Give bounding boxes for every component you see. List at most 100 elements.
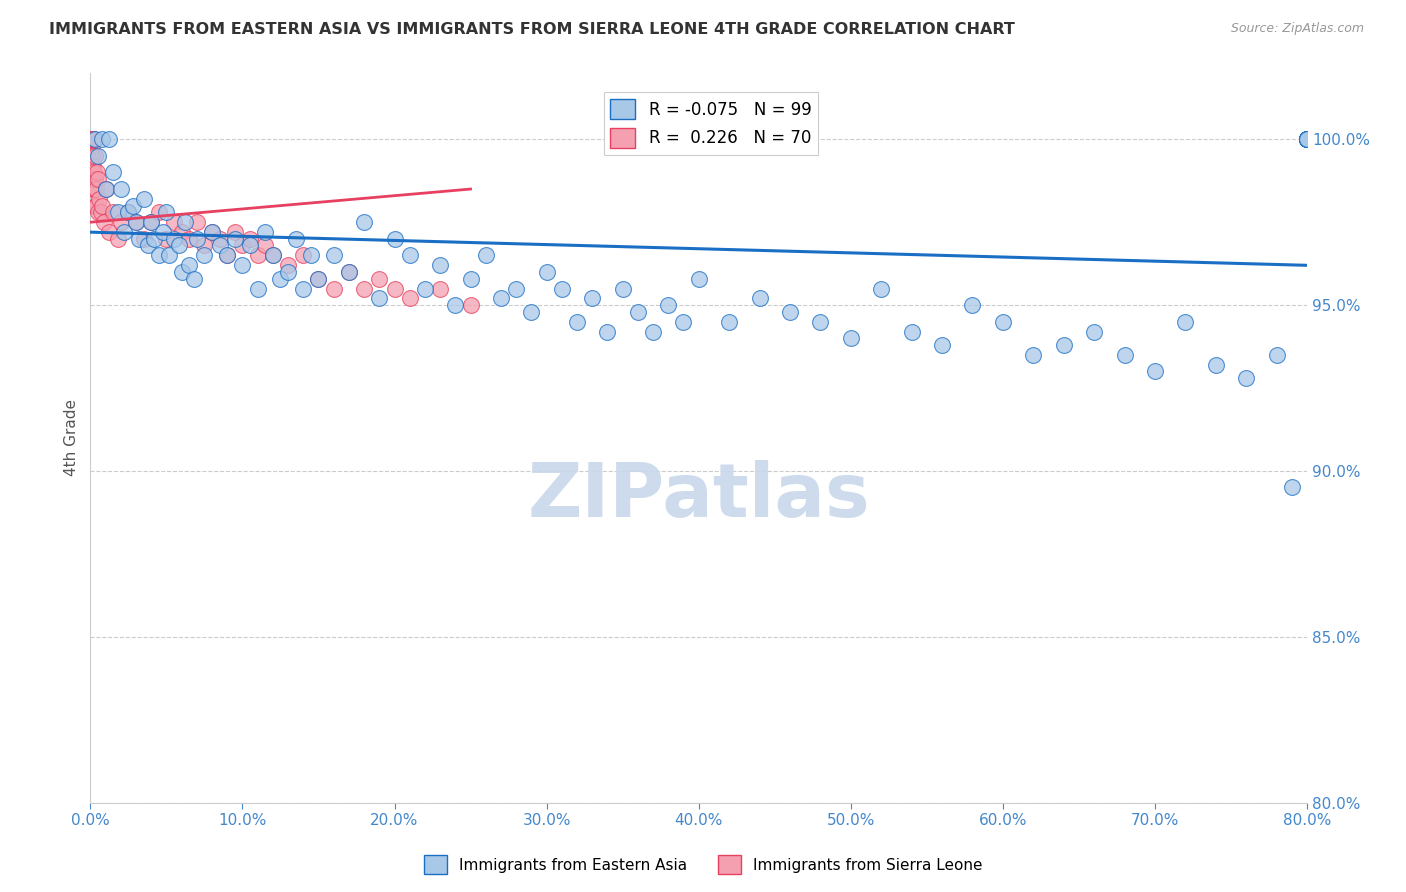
Point xyxy=(779,304,801,318)
Point xyxy=(170,265,193,279)
Point xyxy=(246,248,269,262)
Point xyxy=(962,298,984,312)
Point xyxy=(353,281,375,295)
Text: ZIPatlas: ZIPatlas xyxy=(527,459,870,533)
Point xyxy=(1053,338,1076,352)
Point xyxy=(112,225,135,239)
Point xyxy=(143,232,166,246)
Point xyxy=(224,225,246,239)
Point xyxy=(80,132,103,146)
Point xyxy=(110,215,132,229)
Point xyxy=(262,248,284,262)
Point xyxy=(167,238,190,252)
Point xyxy=(80,139,103,153)
Point xyxy=(163,215,186,229)
Point xyxy=(748,292,770,306)
Point xyxy=(83,132,105,146)
Point xyxy=(581,292,603,306)
Point xyxy=(292,248,315,262)
Point xyxy=(80,132,103,146)
Point xyxy=(900,325,922,339)
Point xyxy=(284,232,307,246)
Point xyxy=(460,271,482,285)
Point xyxy=(1296,132,1319,146)
Point xyxy=(91,199,114,213)
Point xyxy=(80,149,103,163)
Point xyxy=(80,132,103,146)
Point xyxy=(1205,358,1227,372)
Point xyxy=(82,132,104,146)
Point xyxy=(179,258,201,272)
Point xyxy=(384,281,406,295)
Point xyxy=(269,271,291,285)
Point xyxy=(460,298,482,312)
Point xyxy=(505,281,527,295)
Point xyxy=(627,304,650,318)
Point xyxy=(307,271,329,285)
Point xyxy=(84,182,107,196)
Legend: R = -0.075   N = 99, R =  0.226   N = 70: R = -0.075 N = 99, R = 0.226 N = 70 xyxy=(603,92,818,154)
Point xyxy=(107,205,129,219)
Point xyxy=(565,315,588,329)
Point xyxy=(1296,132,1319,146)
Point xyxy=(1114,348,1136,362)
Point xyxy=(1022,348,1045,362)
Text: IMMIGRANTS FROM EASTERN ASIA VS IMMIGRANTS FROM SIERRA LEONE 4TH GRADE CORRELATI: IMMIGRANTS FROM EASTERN ASIA VS IMMIGRAN… xyxy=(49,22,1015,37)
Point xyxy=(536,265,558,279)
Point xyxy=(83,172,105,186)
Y-axis label: 4th Grade: 4th Grade xyxy=(65,400,79,476)
Point xyxy=(94,182,117,196)
Point xyxy=(299,248,322,262)
Point xyxy=(80,139,103,153)
Point xyxy=(193,248,215,262)
Point xyxy=(262,248,284,262)
Point xyxy=(83,182,105,196)
Point xyxy=(79,132,101,146)
Point xyxy=(86,199,108,213)
Point xyxy=(82,172,104,186)
Point xyxy=(1296,132,1319,146)
Point xyxy=(125,215,148,229)
Point xyxy=(1296,132,1319,146)
Point xyxy=(337,265,360,279)
Point xyxy=(122,199,145,213)
Point xyxy=(107,232,129,246)
Point xyxy=(101,205,124,219)
Point xyxy=(148,205,170,219)
Point xyxy=(87,205,110,219)
Point xyxy=(83,165,105,179)
Point xyxy=(672,315,695,329)
Point xyxy=(489,292,512,306)
Point xyxy=(183,271,205,285)
Point xyxy=(82,149,104,163)
Point xyxy=(193,238,215,252)
Point xyxy=(1234,371,1257,385)
Point xyxy=(337,265,360,279)
Point xyxy=(277,258,299,272)
Point xyxy=(429,281,451,295)
Point xyxy=(931,338,953,352)
Point xyxy=(87,149,110,163)
Point xyxy=(217,248,239,262)
Point xyxy=(201,225,224,239)
Point xyxy=(1296,132,1319,146)
Point xyxy=(254,225,277,239)
Point xyxy=(224,232,246,246)
Point xyxy=(1083,325,1105,339)
Point xyxy=(93,215,115,229)
Point xyxy=(246,281,269,295)
Point xyxy=(152,225,174,239)
Point xyxy=(808,315,831,329)
Point xyxy=(292,281,315,295)
Point xyxy=(201,225,224,239)
Point xyxy=(368,271,391,285)
Point xyxy=(83,149,105,163)
Point xyxy=(80,159,103,173)
Point xyxy=(80,132,103,146)
Point xyxy=(86,165,108,179)
Point xyxy=(208,232,231,246)
Point xyxy=(141,215,163,229)
Point xyxy=(217,248,239,262)
Point xyxy=(83,199,105,213)
Point xyxy=(132,192,155,206)
